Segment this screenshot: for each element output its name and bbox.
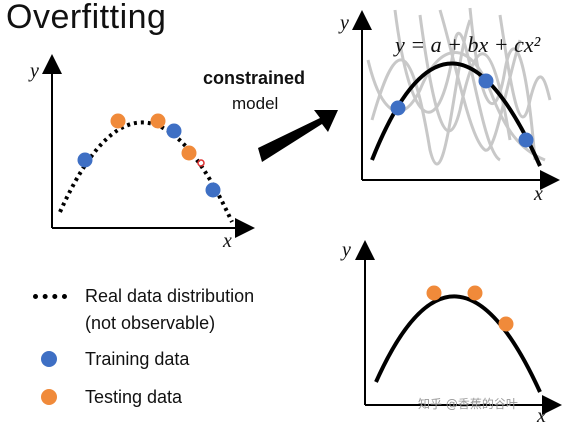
arrow-label-model: model [232,94,279,113]
watermark: 知乎 @香蕉的谷叶 [418,397,518,411]
training-point [166,123,182,139]
grey-overfit-curves [366,7,552,166]
left-plot-points [77,113,221,198]
left-plot-axes [42,54,255,238]
bottom-right-plot-axes [355,240,562,415]
legend-real-sublabel: (not observable) [85,313,216,333]
training-point [478,73,494,89]
training-point [205,182,221,198]
testing-point [426,285,442,301]
fitted-parabola [370,61,542,167]
testing-point [150,113,166,129]
training-point [518,132,534,148]
top-right-points [390,73,534,148]
left-x-axis-label: x [223,230,232,252]
bottom-curve [374,294,542,393]
legend-real-label: Real data distribution [85,286,255,306]
bottom-right-x-axis-label: x [537,405,546,427]
left-y-axis-label: y [30,60,39,82]
bottom-right-points [426,285,514,332]
top-right-x-axis-label: x [534,183,543,205]
training-point [390,100,406,116]
big-arrow-icon [258,110,338,162]
legend-dash-line-icon [33,294,67,299]
testing-point [467,285,483,301]
arrow-label-constrained: constrained [203,68,306,88]
model-formula: y = a + bx + cx² [395,32,541,57]
testing-point [110,113,126,129]
legend-testing-label: Testing data [85,387,183,407]
real-distribution-curve [58,120,234,223]
page-title: Overfitting [6,0,167,36]
legend-training-dot-icon [41,351,57,367]
legend-training-label: Training data [85,349,190,369]
testing-point [498,316,514,332]
training-point [77,152,93,168]
cursor-mark [197,159,205,167]
top-right-plot-axes [352,10,560,190]
bottom-right-y-axis-label: y [342,239,351,261]
testing-point [181,145,197,161]
legend-testing-dot-icon [41,389,57,405]
top-right-y-axis-label: y [340,12,349,34]
